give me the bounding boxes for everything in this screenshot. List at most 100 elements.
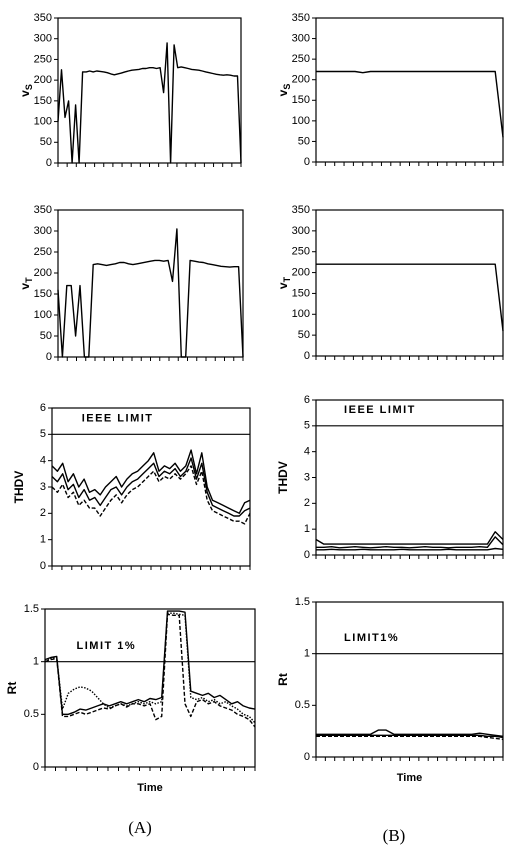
x-axis-label: Time bbox=[137, 782, 162, 794]
y-axis-label-text: Rt bbox=[276, 673, 290, 686]
y-tick-label: 350 bbox=[292, 12, 310, 24]
data-line bbox=[315, 531, 504, 545]
y-axis-label: vS bbox=[18, 84, 34, 97]
panel-label: (B) bbox=[383, 826, 406, 845]
data-line bbox=[316, 263, 504, 332]
y-tick-label: 100 bbox=[34, 309, 52, 321]
y-axis-label: vT bbox=[276, 276, 292, 289]
y-axis-label: vS bbox=[276, 84, 292, 97]
y-tick-label: 100 bbox=[292, 308, 310, 320]
y-tick-label: 1 bbox=[40, 534, 46, 546]
y-tick-label: 4 bbox=[304, 446, 310, 458]
y-tick-label: 100 bbox=[292, 115, 310, 127]
y-axis-label-sub: S bbox=[24, 84, 34, 90]
plot-frame bbox=[57, 209, 244, 358]
y-tick-label: 150 bbox=[34, 95, 52, 107]
y-axis-label: vT bbox=[18, 277, 34, 290]
y-tick-label: 250 bbox=[292, 53, 310, 65]
data-line bbox=[57, 42, 242, 164]
y-tick-label: 0 bbox=[46, 157, 52, 169]
y-tick-label: 2 bbox=[304, 497, 310, 509]
y-tick-label: 0 bbox=[40, 560, 46, 572]
data-line bbox=[44, 610, 256, 715]
y-tick-label: 0 bbox=[304, 751, 310, 763]
plot-frame bbox=[315, 399, 504, 556]
y-tick-label: 1 bbox=[33, 656, 39, 668]
y-axis-label-text: THDV bbox=[12, 471, 26, 504]
reference-label: LIMIT1% bbox=[344, 632, 399, 644]
y-tick-label: 0.5 bbox=[295, 699, 310, 711]
data-line bbox=[316, 729, 504, 737]
y-tick-label: 1.5 bbox=[24, 603, 39, 615]
data-line bbox=[44, 612, 256, 724]
y-axis-label: THDV bbox=[12, 471, 26, 504]
y-axis-label-text: THDV bbox=[276, 461, 290, 494]
x-axis-label: Time bbox=[397, 772, 422, 784]
data-line bbox=[57, 228, 244, 358]
reference-label: IEEE LIMIT bbox=[344, 404, 416, 416]
y-axis-label-sub: T bbox=[282, 276, 292, 282]
y-tick-label: 0 bbox=[33, 761, 39, 773]
y-tick-label: 6 bbox=[40, 402, 46, 414]
y-tick-label: 0 bbox=[304, 350, 310, 362]
y-axis-label-text: v bbox=[276, 282, 290, 289]
data-line bbox=[316, 735, 504, 741]
plot-frame bbox=[315, 209, 504, 357]
plot-frame bbox=[315, 17, 504, 163]
y-tick-label: 200 bbox=[292, 266, 310, 278]
y-tick-label: 250 bbox=[34, 53, 52, 65]
y-tick-label: 2 bbox=[40, 507, 46, 519]
y-tick-label: 200 bbox=[34, 267, 52, 279]
y-axis-label-text: v bbox=[18, 283, 32, 290]
y-tick-label: 200 bbox=[34, 74, 52, 86]
y-tick-label: 300 bbox=[292, 32, 310, 44]
y-tick-label: 150 bbox=[292, 94, 310, 106]
reference-label: LIMIT 1% bbox=[77, 640, 137, 652]
y-axis-label-text: v bbox=[18, 90, 32, 97]
y-tick-label: 0.5 bbox=[24, 708, 39, 720]
y-tick-label: 350 bbox=[292, 204, 310, 216]
y-tick-label: 4 bbox=[40, 455, 46, 467]
y-tick-label: 0 bbox=[304, 549, 310, 561]
y-axis-label: THDV bbox=[276, 461, 290, 494]
y-tick-label: 1 bbox=[304, 648, 310, 660]
y-tick-label: 5 bbox=[40, 428, 46, 440]
plot-frame bbox=[57, 17, 242, 164]
y-tick-label: 100 bbox=[34, 115, 52, 127]
y-tick-label: 250 bbox=[292, 246, 310, 258]
y-tick-label: 5 bbox=[304, 420, 310, 432]
y-tick-label: 50 bbox=[298, 135, 310, 147]
data-line bbox=[44, 613, 256, 728]
y-tick-label: 350 bbox=[34, 204, 52, 216]
y-axis-label: Rt bbox=[276, 673, 290, 686]
y-tick-label: 1.5 bbox=[295, 596, 310, 608]
panel-label: (A) bbox=[128, 818, 152, 837]
y-axis-label-sub: T bbox=[24, 277, 34, 283]
y-tick-label: 0 bbox=[46, 351, 52, 363]
y-axis-label-sub: S bbox=[282, 84, 292, 90]
y-tick-label: 150 bbox=[292, 287, 310, 299]
y-tick-label: 300 bbox=[34, 33, 52, 45]
y-tick-label: 300 bbox=[292, 225, 310, 237]
y-axis-label-text: Rt bbox=[5, 682, 19, 695]
data-line bbox=[316, 536, 504, 549]
data-line bbox=[316, 547, 504, 551]
y-tick-label: 1 bbox=[304, 523, 310, 535]
y-axis-label: Rt bbox=[5, 682, 19, 695]
y-tick-label: 300 bbox=[34, 225, 52, 237]
y-tick-label: 200 bbox=[292, 74, 310, 86]
plot-frame bbox=[51, 407, 251, 567]
y-tick-label: 250 bbox=[34, 246, 52, 258]
reference-label: IEEE LIMIT bbox=[82, 412, 154, 424]
y-tick-label: 50 bbox=[298, 329, 310, 341]
data-line bbox=[51, 449, 251, 514]
y-tick-label: 0 bbox=[304, 156, 310, 168]
data-line bbox=[51, 457, 251, 517]
y-tick-label: 3 bbox=[40, 481, 46, 493]
y-tick-label: 3 bbox=[304, 471, 310, 483]
y-tick-label: 350 bbox=[34, 12, 52, 24]
y-tick-label: 150 bbox=[34, 288, 52, 300]
y-axis-label-text: v bbox=[276, 89, 290, 96]
y-tick-label: 50 bbox=[40, 136, 52, 148]
